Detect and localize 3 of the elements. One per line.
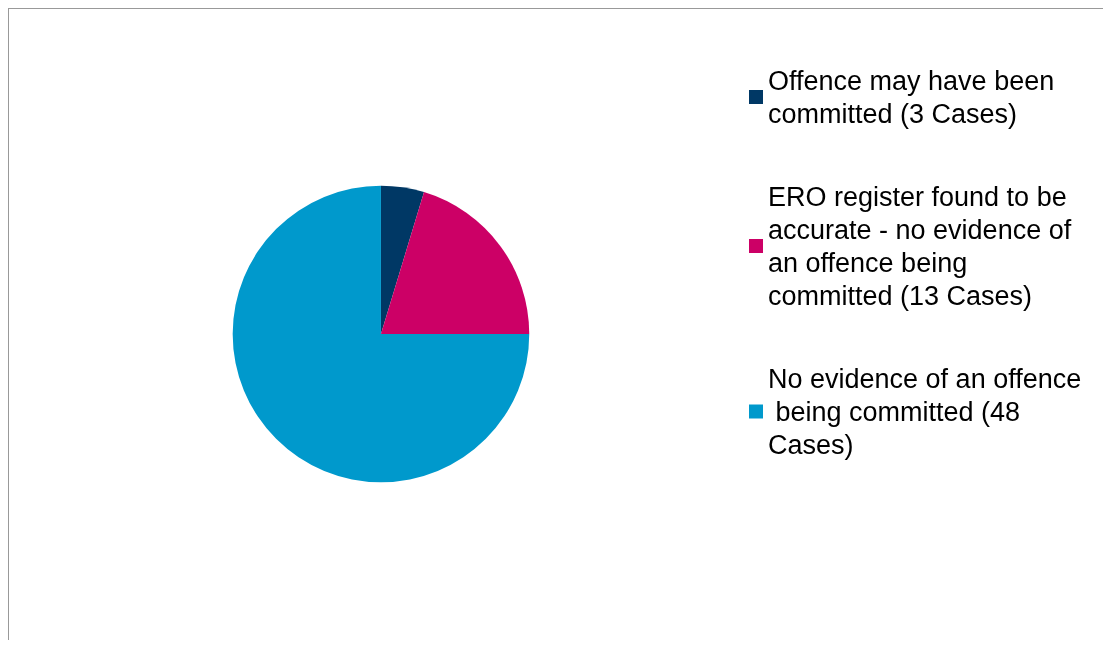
legend-label: No evidence of an offence being committed (48 Cases) [768,363,1082,460]
legend-label: ERO register found to be accurate - no evidence of an offence being committed (13 Cases) [768,181,1079,311]
legend-label: Offence may have been committed (3 Cases) [768,65,1062,129]
